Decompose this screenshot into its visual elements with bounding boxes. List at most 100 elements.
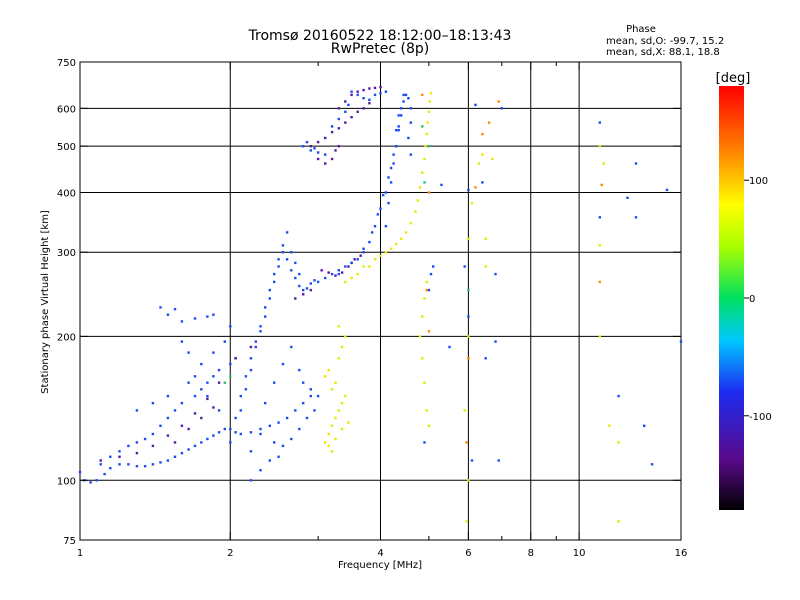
data-point	[127, 444, 130, 448]
data-point	[368, 98, 371, 101]
data-point	[166, 434, 170, 437]
data-point	[463, 409, 466, 412]
data-point	[229, 375, 232, 378]
colorbar-ticks: 100 0 -100	[744, 176, 772, 423]
data-point	[143, 437, 147, 441]
data-point	[368, 102, 371, 105]
data-point	[334, 274, 337, 277]
data-point	[356, 90, 359, 93]
data-point	[166, 313, 170, 316]
data-point	[187, 448, 190, 451]
data-point	[206, 397, 209, 401]
data-point	[467, 188, 470, 192]
data-point	[254, 345, 257, 349]
data-point	[429, 272, 433, 276]
data-point	[302, 381, 305, 384]
y-tick-label: 75	[63, 536, 76, 547]
data-point	[173, 455, 177, 458]
data-point	[298, 427, 301, 431]
data-point	[368, 87, 371, 90]
data-point	[264, 401, 267, 405]
data-point	[379, 254, 382, 257]
x-tick-label: 16	[675, 548, 688, 559]
data-point	[180, 340, 184, 343]
data-point	[239, 409, 242, 412]
data-point	[421, 125, 424, 128]
data-point	[362, 251, 365, 254]
data-point	[679, 340, 683, 343]
data-point	[330, 157, 334, 161]
axis-ticks: 1 2 4 6 8 10 16 75 100 200 300 400 500 600 750	[57, 58, 687, 559]
data-point	[350, 276, 353, 280]
data-point	[309, 149, 312, 152]
data-point	[626, 196, 629, 199]
data-point	[193, 375, 197, 378]
data-point	[290, 251, 293, 254]
data-point	[353, 258, 356, 261]
data-point	[350, 93, 353, 97]
data-point	[414, 210, 417, 213]
data-point	[404, 93, 408, 97]
data-point	[448, 345, 451, 349]
data-point	[347, 421, 350, 424]
data-point	[428, 100, 431, 103]
data-point	[316, 157, 320, 161]
data-point	[103, 472, 106, 476]
data-point	[424, 145, 427, 148]
data-point	[259, 427, 262, 431]
data-point	[474, 186, 477, 189]
data-point	[384, 251, 388, 254]
data-point	[187, 381, 190, 384]
data-point	[316, 280, 320, 284]
data-point	[200, 441, 203, 444]
data-point	[99, 463, 102, 466]
data-point	[173, 441, 177, 444]
data-point	[421, 93, 424, 97]
data-point	[467, 315, 470, 318]
x-tick-label: 1	[77, 548, 83, 559]
data-point	[173, 308, 177, 311]
data-point	[294, 297, 297, 300]
data-point	[273, 441, 276, 444]
data-point	[379, 92, 382, 95]
data-point	[327, 368, 330, 372]
data-point	[187, 351, 190, 354]
data-point	[337, 357, 340, 360]
data-point	[327, 432, 330, 436]
data-point	[309, 288, 312, 292]
data-point	[273, 280, 276, 284]
data-point	[298, 284, 301, 288]
data-point	[362, 97, 365, 100]
colorbar-tick-label: 100	[749, 176, 768, 187]
data-point	[313, 409, 316, 412]
data-point	[407, 136, 410, 140]
data-point	[467, 479, 470, 482]
data-point	[200, 388, 203, 391]
data-point	[180, 320, 184, 323]
data-point	[316, 151, 320, 154]
data-point	[268, 297, 271, 300]
data-point	[166, 394, 170, 398]
data-point	[340, 401, 344, 405]
data-point	[290, 269, 293, 272]
data-point	[294, 261, 297, 265]
data-point	[166, 459, 170, 462]
data-point	[277, 455, 280, 458]
data-point	[249, 345, 253, 349]
data-point	[217, 368, 221, 372]
data-point	[135, 465, 139, 468]
data-point	[143, 465, 147, 468]
data-point	[334, 416, 337, 420]
data-point	[193, 444, 197, 448]
data-point	[89, 481, 92, 484]
colorbar	[719, 86, 744, 510]
data-point	[344, 335, 347, 338]
data-point	[151, 401, 155, 405]
data-point	[395, 145, 398, 148]
data-point	[421, 171, 424, 174]
data-point	[373, 225, 377, 228]
data-point	[379, 85, 382, 89]
data-point	[334, 149, 337, 152]
data-point	[356, 258, 359, 261]
